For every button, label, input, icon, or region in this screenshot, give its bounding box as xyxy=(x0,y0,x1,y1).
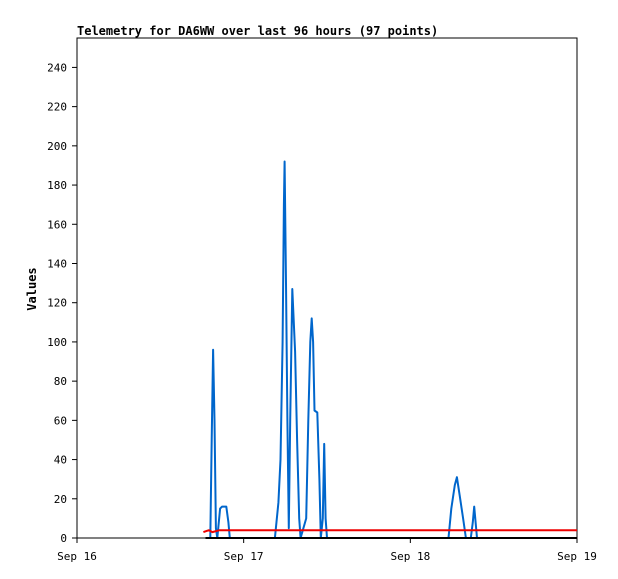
y-tick-label: 60 xyxy=(54,414,67,427)
y-tick-label: 200 xyxy=(47,140,67,153)
y-tick-label: 80 xyxy=(54,375,67,388)
plot-frame xyxy=(76,37,578,539)
x-tick-label: Sep 18 xyxy=(390,550,430,563)
x-tick-label: Sep 17 xyxy=(224,550,264,563)
y-axis-label: Values xyxy=(25,267,39,310)
y-tick-label: 180 xyxy=(47,179,67,192)
series-line-1 xyxy=(209,160,478,539)
chart-title: Telemetry for DA6WW over last 96 hours (… xyxy=(77,24,438,38)
series-line-2 xyxy=(203,529,577,534)
x-tick-label: Sep 16 xyxy=(57,550,97,563)
y-tick-label: 120 xyxy=(47,297,67,310)
x-axis: Sep 16 Sep 17 Sep 18 Sep 19 xyxy=(57,538,597,563)
y-tick-label: 20 xyxy=(54,493,67,506)
y-tick-label: 220 xyxy=(47,101,67,114)
y-tick-label: 100 xyxy=(47,336,67,349)
y-tick-label: 140 xyxy=(47,257,67,270)
y-axis: 0 20 40 60 80 100 120 140 160 180 200 220 240 xyxy=(47,61,77,545)
plot-area xyxy=(203,160,577,539)
y-tick-label: 0 xyxy=(60,532,67,545)
y-tick-label: 160 xyxy=(47,218,67,231)
y-tick-label: 240 xyxy=(47,61,67,74)
x-tick-label: Sep 19 xyxy=(557,550,597,563)
y-tick-label: 40 xyxy=(54,454,67,467)
